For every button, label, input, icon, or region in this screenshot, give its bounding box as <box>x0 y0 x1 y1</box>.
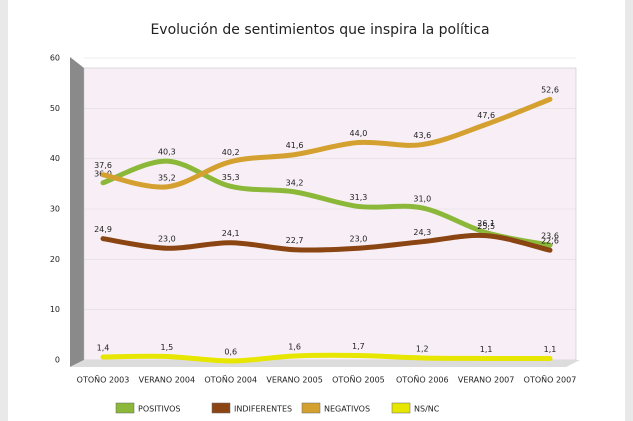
x-tick-label: OTOÑO 2006 <box>396 375 449 385</box>
y-tick-label: 10 <box>50 305 60 314</box>
value-label: 40,2 <box>222 148 240 157</box>
value-label: 41,6 <box>286 141 304 150</box>
y-tick-label: 0 <box>55 356 60 365</box>
plot-area <box>83 67 577 361</box>
legend-label: NS/NC <box>414 405 440 414</box>
y-tick-label: 30 <box>50 205 60 214</box>
value-label: 1,5 <box>160 343 173 352</box>
legend-label: NEGATIVOS <box>324 405 370 414</box>
series-line <box>100 232 553 253</box>
x-tick-label: OTOÑO 2007 <box>524 375 577 385</box>
value-label: 22,6 <box>541 237 559 246</box>
value-label: 26,1 <box>477 219 495 228</box>
value-label: 1,4 <box>97 343 110 352</box>
value-label: 0,6 <box>224 347 237 356</box>
legend-label: INDIFERENTES <box>234 405 292 414</box>
y-tick-label: 40 <box>50 154 60 163</box>
series-line <box>100 158 553 248</box>
value-label: 1,1 <box>544 345 557 354</box>
value-label: 35,2 <box>158 173 176 182</box>
legend-label: POSITIVOS <box>138 405 181 414</box>
value-label: 23,0 <box>158 235 176 244</box>
value-label: 1,2 <box>416 344 429 353</box>
value-label: 23,6 <box>541 232 559 241</box>
value-label: 1,6 <box>288 342 301 351</box>
value-label: 25,5 <box>477 222 495 231</box>
value-label: 31,3 <box>350 193 368 202</box>
y-tick-label: 50 <box>50 104 60 113</box>
legend-swatch <box>115 402 135 414</box>
x-tick-label: OTOÑO 2005 <box>332 375 385 385</box>
value-label: 31,0 <box>413 194 431 203</box>
value-label: 34,2 <box>286 178 304 187</box>
chart-title: Evolución de sentimientos que inspira la… <box>150 22 489 38</box>
value-label: 1,1 <box>480 345 493 354</box>
x-tick-label: VERANO 2005 <box>266 376 322 385</box>
legend-swatch <box>301 402 321 414</box>
value-label: 44,0 <box>350 129 368 138</box>
value-label: 35,3 <box>222 173 240 182</box>
value-label: 40,3 <box>158 148 176 157</box>
value-label: 22,7 <box>286 236 304 245</box>
legend-swatch <box>211 402 231 414</box>
y-tick-label: 20 <box>50 255 60 264</box>
series-line <box>100 96 553 190</box>
value-label: 52,6 <box>541 86 559 95</box>
value-label: 37,6 <box>94 161 112 170</box>
value-label: 23,0 <box>350 235 368 244</box>
value-label: 1,7 <box>352 342 365 351</box>
value-label: 43,6 <box>413 131 431 140</box>
x-tick-label: VERANO 2007 <box>458 376 514 385</box>
value-label: 24,3 <box>413 228 431 237</box>
y-tick-label: 60 <box>50 54 60 63</box>
value-label: 47,6 <box>477 111 495 120</box>
x-tick-label: OTOÑO 2004 <box>204 375 257 385</box>
value-label: 24,1 <box>222 229 240 238</box>
x-tick-label: VERANO 2004 <box>139 376 195 385</box>
value-label: 24,9 <box>94 225 112 234</box>
floor <box>70 360 580 367</box>
series-line <box>100 352 553 364</box>
x-tick-label: OTOÑO 2003 <box>77 375 130 385</box>
legend-swatch <box>391 402 411 414</box>
side-wall <box>70 57 84 367</box>
